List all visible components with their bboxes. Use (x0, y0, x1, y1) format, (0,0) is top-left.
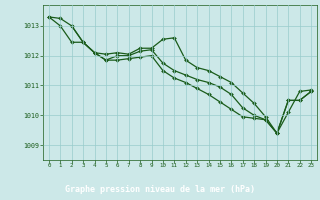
Text: Graphe pression niveau de la mer (hPa): Graphe pression niveau de la mer (hPa) (65, 185, 255, 194)
